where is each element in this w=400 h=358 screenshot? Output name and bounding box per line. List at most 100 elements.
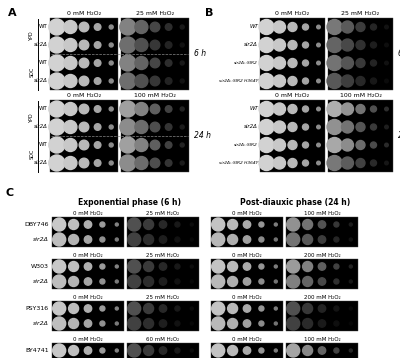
Bar (328, 18, 393, 90)
Circle shape (175, 279, 180, 284)
Text: WT: WT (39, 106, 48, 111)
Circle shape (84, 320, 92, 327)
Circle shape (165, 42, 172, 48)
Circle shape (334, 222, 339, 227)
Circle shape (64, 139, 77, 151)
Circle shape (342, 103, 354, 115)
Circle shape (115, 223, 118, 226)
Circle shape (135, 139, 148, 151)
Circle shape (318, 320, 326, 327)
Circle shape (274, 103, 286, 115)
Circle shape (385, 43, 388, 47)
Circle shape (243, 263, 251, 270)
Circle shape (100, 264, 105, 269)
Bar (286, 343, 358, 358)
Circle shape (356, 122, 365, 131)
Circle shape (288, 140, 297, 150)
Text: 0 mM H₂O₂: 0 mM H₂O₂ (73, 337, 103, 342)
Circle shape (302, 60, 308, 66)
Circle shape (180, 143, 184, 147)
Text: sir2Δ: sir2Δ (34, 78, 48, 83)
Circle shape (165, 78, 172, 84)
Circle shape (115, 307, 118, 310)
Circle shape (318, 236, 326, 243)
Circle shape (327, 38, 342, 53)
Text: 100 mM H₂O₂: 100 mM H₂O₂ (134, 93, 176, 98)
Text: 0 mM H₂O₂: 0 mM H₂O₂ (232, 337, 262, 342)
Circle shape (274, 39, 286, 51)
Circle shape (135, 102, 148, 116)
Circle shape (274, 21, 286, 33)
Circle shape (49, 155, 65, 171)
Text: 0 mM H₂O₂: 0 mM H₂O₂ (67, 11, 101, 16)
Circle shape (79, 104, 89, 114)
Circle shape (334, 321, 339, 326)
Circle shape (128, 344, 141, 357)
Circle shape (385, 107, 388, 111)
Circle shape (370, 60, 376, 66)
Circle shape (49, 73, 65, 89)
Circle shape (356, 105, 365, 113)
Text: 100 mM H₂O₂: 100 mM H₂O₂ (304, 211, 340, 216)
Circle shape (287, 302, 300, 315)
Bar (52, 259, 124, 289)
Circle shape (349, 265, 352, 268)
Circle shape (190, 322, 193, 325)
Circle shape (53, 275, 66, 288)
Circle shape (259, 279, 264, 284)
Bar (260, 100, 325, 172)
Text: sir2Δ::SIR2 H364Y: sir2Δ::SIR2 H364Y (219, 79, 258, 83)
Circle shape (150, 140, 160, 150)
Circle shape (128, 218, 141, 231)
Text: 25 mM H₂O₂: 25 mM H₂O₂ (342, 11, 380, 16)
Circle shape (385, 161, 388, 165)
Circle shape (228, 276, 238, 286)
Circle shape (94, 160, 101, 166)
Circle shape (190, 307, 193, 310)
Circle shape (287, 275, 300, 288)
Circle shape (228, 345, 238, 355)
Circle shape (274, 349, 277, 352)
Circle shape (342, 57, 354, 69)
Circle shape (327, 19, 342, 34)
Circle shape (370, 106, 376, 112)
Circle shape (144, 276, 154, 286)
Circle shape (342, 21, 354, 33)
Circle shape (175, 348, 180, 353)
Circle shape (144, 319, 154, 329)
Circle shape (259, 102, 274, 116)
Text: 100 mM H₂O₂: 100 mM H₂O₂ (340, 93, 382, 98)
Circle shape (150, 40, 160, 50)
Circle shape (287, 218, 300, 231)
Circle shape (259, 137, 274, 153)
Circle shape (303, 261, 313, 271)
Text: sir2Δ::SIR2: sir2Δ::SIR2 (234, 143, 258, 147)
Circle shape (317, 143, 320, 147)
Circle shape (318, 305, 326, 312)
Circle shape (318, 347, 326, 354)
Bar (52, 343, 124, 358)
Circle shape (318, 278, 326, 285)
Circle shape (302, 124, 308, 130)
Circle shape (94, 24, 101, 30)
Circle shape (287, 233, 300, 246)
Circle shape (212, 218, 225, 231)
Circle shape (318, 221, 326, 228)
Circle shape (79, 22, 89, 32)
Circle shape (274, 223, 277, 226)
Circle shape (64, 57, 77, 69)
Circle shape (165, 142, 172, 148)
Text: 25 mM H₂O₂: 25 mM H₂O₂ (146, 295, 180, 300)
Circle shape (120, 37, 136, 53)
Circle shape (274, 75, 286, 87)
Circle shape (334, 348, 339, 353)
Circle shape (385, 143, 388, 147)
Circle shape (370, 142, 376, 148)
Circle shape (175, 264, 180, 269)
Circle shape (288, 58, 297, 68)
Circle shape (53, 260, 66, 273)
Text: 0 mM H₂O₂: 0 mM H₂O₂ (67, 93, 101, 98)
Text: 24 h: 24 h (194, 131, 211, 140)
Text: sir2Δ::SIR2 H364Y: sir2Δ::SIR2 H364Y (219, 161, 258, 165)
Circle shape (94, 42, 101, 48)
